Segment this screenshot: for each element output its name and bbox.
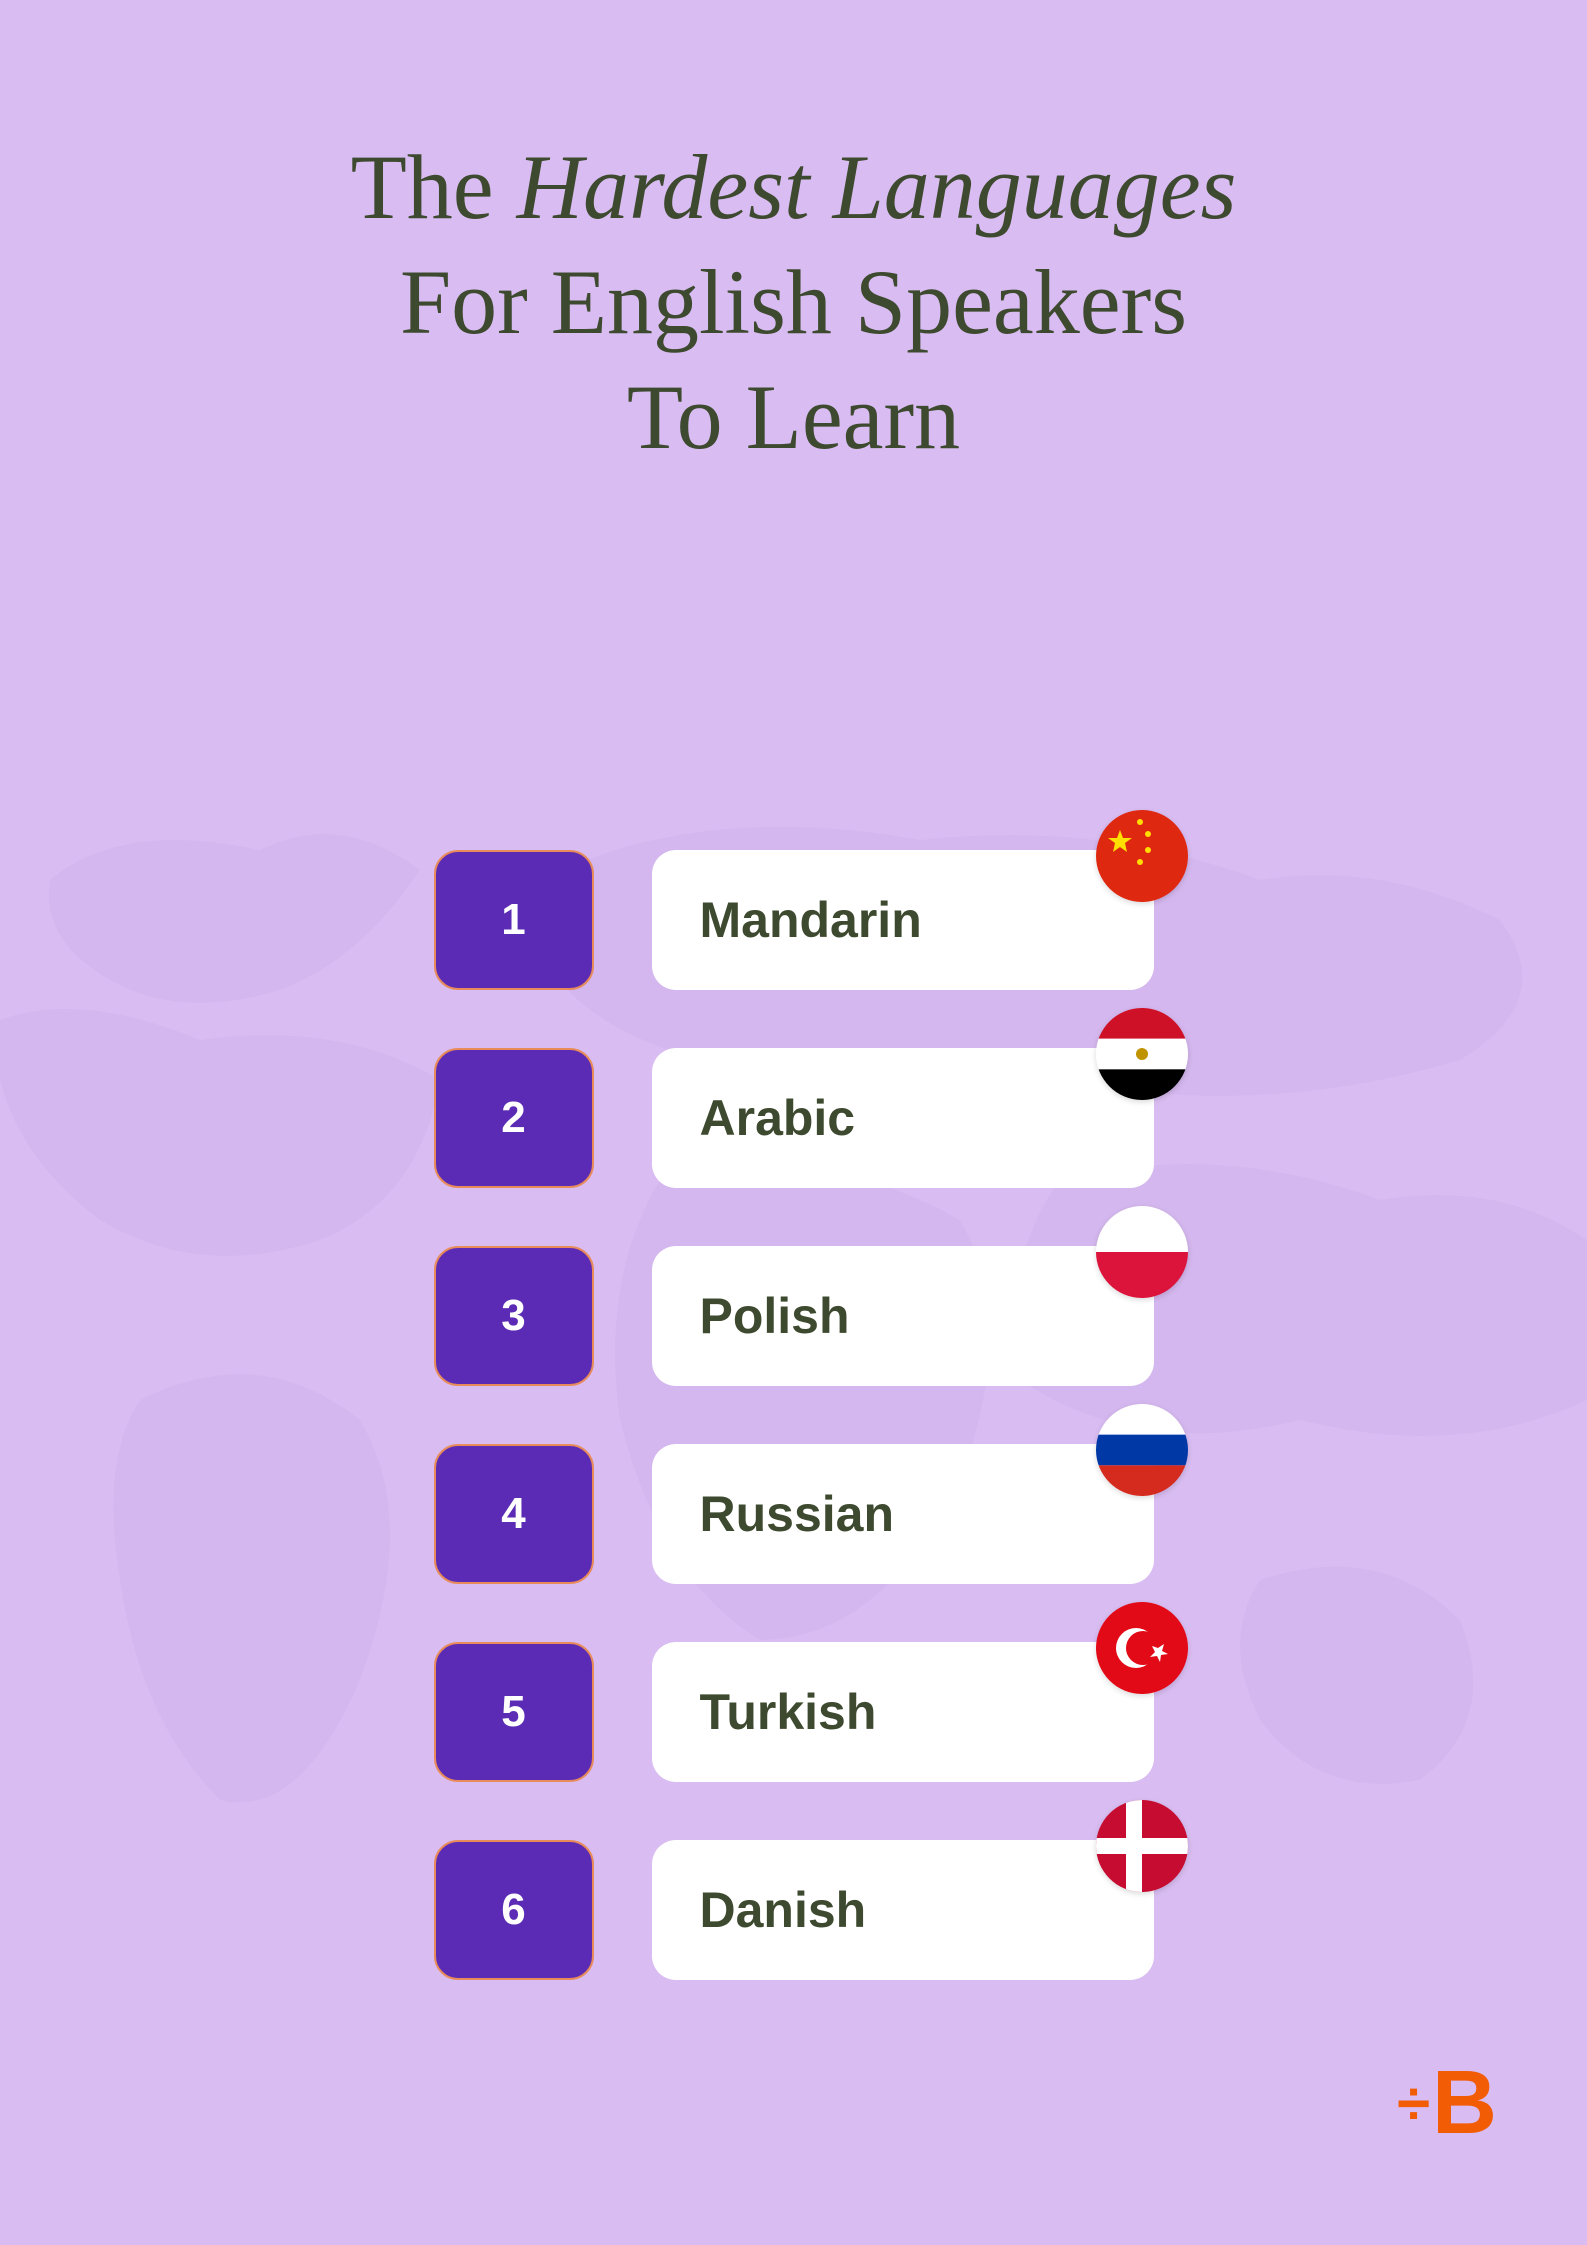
china-flag-icon xyxy=(1096,810,1188,902)
poland-flag-icon xyxy=(1096,1206,1188,1298)
language-label: Polish xyxy=(700,1287,850,1345)
title-line-1: The Hardest Languages xyxy=(0,130,1587,245)
language-pill: Turkish xyxy=(652,1642,1154,1782)
egypt-flag-icon xyxy=(1096,1008,1188,1100)
language-pill: Danish xyxy=(652,1840,1154,1980)
brand-logo: ÷B xyxy=(1397,2052,1497,2155)
list-item: 5 Turkish xyxy=(434,1642,1154,1782)
denmark-flag-icon xyxy=(1096,1800,1188,1892)
language-pill: Arabic xyxy=(652,1048,1154,1188)
rank-badge: 3 xyxy=(434,1246,594,1386)
language-label: Mandarin xyxy=(700,891,922,949)
language-label: Turkish xyxy=(700,1683,877,1741)
language-pill: Russian xyxy=(652,1444,1154,1584)
list-item: 2 Arabic xyxy=(434,1048,1154,1188)
list-item: 6 Danish xyxy=(434,1840,1154,1980)
rank-badge: 4 xyxy=(434,1444,594,1584)
rank-badge: 6 xyxy=(434,1840,594,1980)
language-list: 1 Mandarin 2 Arabic 3 Polish 4 Russian 5 Turkish 6… xyxy=(434,850,1154,2038)
language-label: Danish xyxy=(700,1881,867,1939)
logo-symbol: ÷ xyxy=(1397,2069,1426,2138)
logo-letter: B xyxy=(1432,2052,1497,2155)
rank-badge: 5 xyxy=(434,1642,594,1782)
language-label: Russian xyxy=(700,1485,895,1543)
rank-badge: 1 xyxy=(434,850,594,990)
title: The Hardest Languages For English Speake… xyxy=(0,130,1587,475)
title-prefix: The xyxy=(351,136,517,238)
list-item: 1 Mandarin xyxy=(434,850,1154,990)
language-pill: Polish xyxy=(652,1246,1154,1386)
turkey-flag-icon xyxy=(1096,1602,1188,1694)
list-item: 4 Russian xyxy=(434,1444,1154,1584)
title-line-2: For English Speakers xyxy=(0,245,1587,360)
language-pill: Mandarin xyxy=(652,850,1154,990)
rank-badge: 2 xyxy=(434,1048,594,1188)
title-line-3: To Learn xyxy=(0,360,1587,475)
list-item: 3 Polish xyxy=(434,1246,1154,1386)
title-italic: Hardest Languages xyxy=(517,136,1237,238)
russia-flag-icon xyxy=(1096,1404,1188,1496)
language-label: Arabic xyxy=(700,1089,856,1147)
